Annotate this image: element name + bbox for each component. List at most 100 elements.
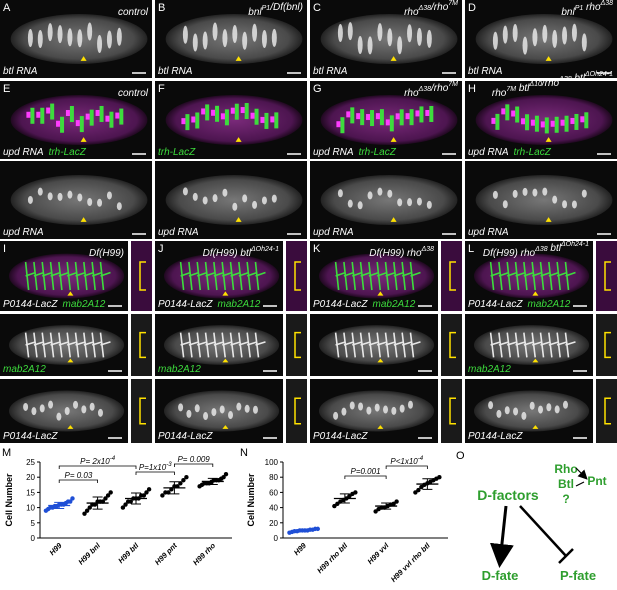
spot — [232, 202, 238, 211]
data-point — [347, 494, 352, 499]
spot — [419, 106, 424, 123]
stain-label: mab2A12 — [158, 364, 201, 375]
spot — [252, 405, 258, 414]
data-point — [335, 501, 340, 506]
trachea — [41, 261, 53, 291]
bracket — [449, 331, 456, 359]
x-tick-label: H99 vvl — [366, 540, 392, 566]
spot — [73, 400, 79, 409]
genotype: bnlP1/Df(bnl) — [248, 2, 303, 18]
arrowhead-marker — [67, 358, 74, 363]
node-pnt: Pnt — [587, 474, 606, 488]
y-tick-label: 80 — [269, 473, 278, 482]
trachea — [409, 261, 421, 291]
trachea — [556, 261, 568, 291]
image-panel: K Df(H99) rhoΔ38 P0144-LacZ mab2A12 — [310, 241, 462, 311]
spot — [409, 109, 414, 126]
spot — [511, 110, 516, 117]
node-dfactors: D-factors — [477, 487, 539, 503]
trachea — [91, 261, 103, 291]
spot — [27, 195, 33, 204]
data-point — [87, 505, 92, 510]
stain-label: P0144-LacZ — [468, 299, 523, 310]
arrow — [575, 481, 585, 487]
trachea — [351, 332, 363, 358]
genotype: rhoΔ38/rho7M — [404, 81, 458, 99]
spot — [194, 404, 200, 413]
trachea — [196, 332, 208, 358]
bracket — [604, 397, 611, 425]
bracket — [139, 331, 146, 359]
trachea — [409, 332, 421, 358]
stain-label: trh-LacZ — [514, 147, 552, 158]
genotype-allele: Δ38 — [600, 0, 614, 7]
arrowhead-marker — [377, 291, 384, 296]
image-panel: mab2A12 — [0, 314, 152, 376]
spot — [426, 29, 432, 48]
spot — [554, 405, 560, 414]
panel-letter: A — [3, 2, 11, 14]
trachea — [498, 261, 510, 291]
spot — [87, 22, 93, 41]
spot — [554, 116, 559, 133]
p-value-exponent: -4 — [110, 456, 116, 462]
trachea — [368, 332, 380, 358]
trachea — [514, 332, 526, 358]
data-point — [416, 487, 421, 493]
spot — [260, 116, 265, 123]
trachea — [393, 332, 405, 358]
trachea — [393, 261, 405, 291]
stain-label: trh-LacZ — [359, 147, 397, 158]
chart: N Cell Number 0 20 40 60 80 100 H99 H99 rho btl H9… — [240, 447, 448, 584]
spot — [89, 109, 94, 126]
data-point — [103, 496, 108, 501]
bracket — [294, 397, 301, 425]
spot — [574, 113, 579, 130]
spot — [250, 112, 255, 119]
trachea — [213, 261, 225, 291]
spot — [387, 189, 393, 198]
trachea — [229, 261, 241, 291]
spot — [581, 33, 587, 52]
spot — [264, 112, 269, 129]
spot — [491, 117, 496, 124]
spot — [552, 195, 558, 204]
panel-letter: K — [313, 243, 321, 255]
stain-label: P0144-LacZ — [3, 431, 58, 442]
trachea — [548, 332, 560, 358]
trachea — [359, 261, 371, 291]
stain-label: upd RNA — [468, 227, 509, 238]
trachea — [213, 332, 225, 358]
trachea — [83, 332, 95, 358]
spot — [242, 194, 248, 203]
arrowhead-marker — [545, 137, 552, 142]
node-question: ? — [562, 492, 569, 506]
spot — [426, 200, 432, 209]
image-panel: P0144-LacZ — [0, 379, 152, 443]
spot — [186, 409, 192, 418]
spot — [337, 24, 343, 43]
spot — [505, 104, 510, 121]
significance-bracket — [58, 479, 98, 483]
trachea — [334, 332, 346, 358]
bracket — [139, 261, 146, 291]
trachea — [58, 332, 70, 358]
genotype-part: rho — [583, 2, 601, 13]
spot — [488, 401, 494, 410]
spot — [47, 192, 53, 201]
spot — [501, 108, 506, 115]
spot — [495, 113, 500, 130]
image-panel: P0144-LacZ — [310, 379, 462, 443]
spot — [31, 407, 37, 416]
genotype-allele: 7M — [448, 81, 458, 88]
spot — [407, 400, 413, 409]
spot — [89, 402, 95, 411]
spot — [405, 113, 410, 120]
genotype-part: rho — [492, 88, 507, 99]
